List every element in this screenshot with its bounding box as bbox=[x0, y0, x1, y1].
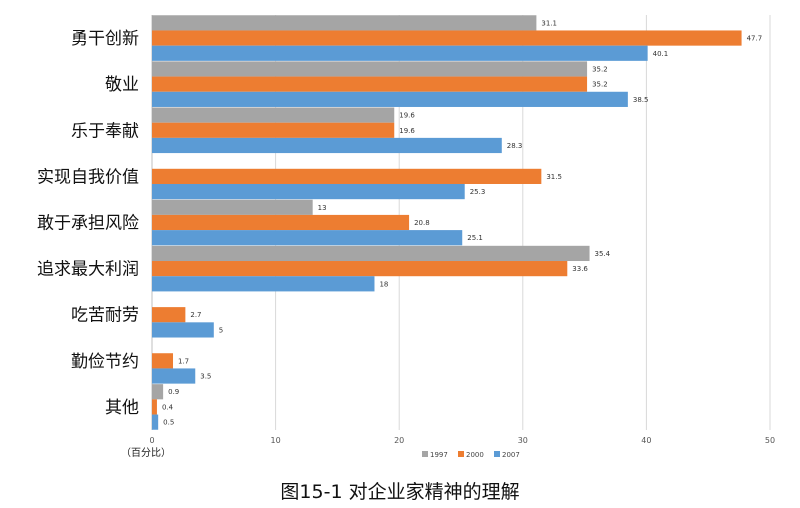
bar-2007 bbox=[152, 322, 214, 338]
bar-1997 bbox=[152, 384, 164, 400]
bar-1997 bbox=[152, 245, 590, 262]
data-label: 18 bbox=[379, 280, 388, 288]
data-label: 31.5 bbox=[546, 173, 562, 181]
data-label: 2.7 bbox=[190, 311, 201, 319]
data-label: 0.9 bbox=[168, 388, 179, 396]
x-tick-label: 20 bbox=[394, 436, 404, 445]
bar-2007 bbox=[152, 91, 628, 107]
bars: 31.1 47.7 40.1 35.2 35.2 38.5 19.6 19.6 28.3 31.5… bbox=[152, 15, 763, 430]
category-label: 敢于承担风险 bbox=[37, 214, 139, 234]
data-label: 5 bbox=[219, 326, 223, 334]
data-label: 28.3 bbox=[507, 142, 523, 150]
data-label: 3.5 bbox=[200, 373, 211, 381]
data-label: 0.4 bbox=[162, 403, 174, 411]
bar-2000 bbox=[152, 399, 157, 415]
x-tick-label: 0 bbox=[149, 436, 154, 445]
category-label: 追求最大利润 bbox=[37, 260, 139, 280]
bar-2007 bbox=[152, 276, 375, 292]
category-label: 乐于奉献 bbox=[71, 121, 139, 141]
legend-label: 2000 bbox=[466, 451, 484, 459]
data-label: 31.1 bbox=[541, 19, 557, 27]
legend-swatch-2000 bbox=[458, 451, 464, 457]
bar-2000 bbox=[152, 122, 395, 138]
bar-2000 bbox=[152, 76, 588, 92]
category-label: 其他 bbox=[105, 398, 139, 418]
bar-1997 bbox=[152, 61, 588, 77]
data-label: 38.5 bbox=[633, 96, 649, 104]
category-label: 敬业 bbox=[105, 75, 139, 95]
bar-1997 bbox=[152, 107, 395, 123]
bar-2000 bbox=[152, 168, 542, 184]
bar-2007 bbox=[152, 368, 196, 384]
bar-2007 bbox=[152, 45, 648, 61]
bar-chart: 31.1 47.7 40.1 35.2 35.2 38.5 19.6 19.6 28.3 31.5… bbox=[37, 15, 775, 459]
x-tick-label: 10 bbox=[271, 436, 281, 445]
data-label: 13 bbox=[318, 204, 327, 212]
data-label: 35.4 bbox=[595, 250, 611, 258]
x-axis-unit-label: （百分比） bbox=[121, 447, 171, 459]
bar-1997 bbox=[152, 199, 313, 215]
bar-2007 bbox=[152, 414, 159, 430]
category-label: 勤俭节约 bbox=[71, 352, 139, 372]
legend-label: 1997 bbox=[430, 451, 448, 459]
data-label: 35.2 bbox=[592, 81, 608, 89]
bar-2007 bbox=[152, 183, 465, 200]
bar-1997 bbox=[152, 15, 537, 31]
bar-2000 bbox=[152, 214, 410, 231]
category-label: 吃苦耐劳 bbox=[71, 306, 139, 326]
data-label: 33.6 bbox=[572, 265, 588, 273]
bar-2007 bbox=[152, 230, 463, 246]
data-label: 1.7 bbox=[178, 357, 189, 365]
bar-2000 bbox=[152, 307, 186, 323]
data-label: 47.7 bbox=[747, 35, 763, 43]
legend: 1997 2000 2007 bbox=[422, 451, 520, 459]
x-tick-labels: 0 10 20 30 40 50 bbox=[149, 436, 775, 445]
legend-swatch-1997 bbox=[422, 451, 428, 457]
data-label: 35.2 bbox=[592, 65, 608, 73]
data-label: 20.8 bbox=[414, 219, 430, 227]
x-tick-label: 30 bbox=[518, 436, 528, 445]
legend-label: 2007 bbox=[502, 451, 520, 459]
category-label: 勇干创新 bbox=[71, 29, 139, 49]
data-label: 25.1 bbox=[467, 234, 483, 242]
bar-2007 bbox=[152, 137, 502, 154]
data-label: 40.1 bbox=[653, 50, 669, 58]
data-label: 19.6 bbox=[399, 127, 415, 135]
bar-2000 bbox=[152, 30, 742, 46]
legend-swatch-2007 bbox=[494, 451, 500, 457]
x-tick-label: 40 bbox=[641, 436, 651, 445]
bar-2000 bbox=[152, 353, 174, 369]
x-tick-label: 50 bbox=[765, 436, 775, 445]
data-label: 25.3 bbox=[470, 188, 486, 196]
category-label: 实现自我价值 bbox=[37, 167, 139, 187]
bar-2000 bbox=[152, 261, 568, 277]
data-label: 19.6 bbox=[399, 112, 415, 120]
figure-caption: 图15-1 对企业家精神的理解 bbox=[280, 481, 520, 503]
data-label: 0.5 bbox=[163, 419, 174, 427]
